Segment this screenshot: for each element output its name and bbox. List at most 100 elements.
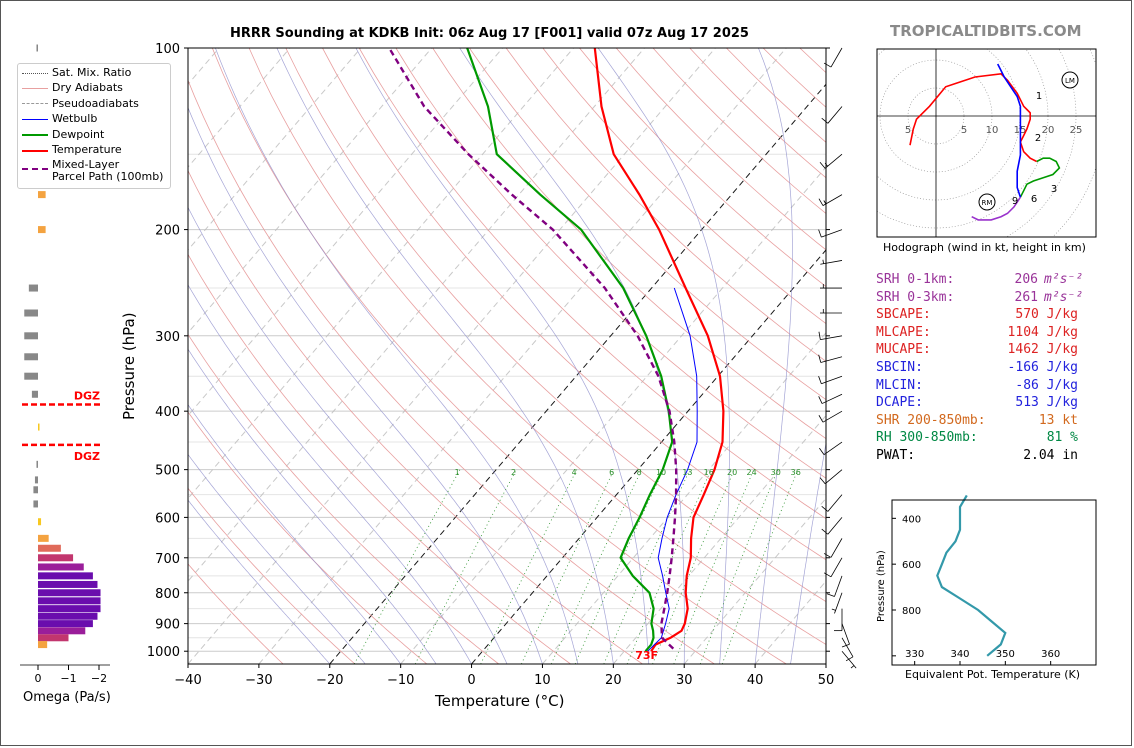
omega-bar	[38, 627, 86, 635]
hodograph-ring-label: 20	[1042, 125, 1055, 136]
isotherm-line	[188, 48, 645, 582]
dry-adiabat	[248, 48, 826, 645]
x-tick-label: 20	[605, 673, 622, 688]
index-value: 570 J/kg	[1015, 307, 1078, 323]
wind-barb-staff	[827, 494, 843, 512]
omega-bar	[38, 620, 93, 628]
wind-barb	[821, 517, 843, 535]
mixing-ratio-label: 8	[637, 468, 642, 477]
index-value: 513 J/kg	[1015, 395, 1078, 411]
omega-bar	[31, 390, 38, 398]
isotherm-line	[471, 249, 826, 664]
dry-adiabat	[358, 48, 826, 520]
dry-adiabat	[188, 487, 356, 664]
wind-barb-staff	[827, 106, 843, 124]
moist-adiabat	[188, 499, 331, 664]
omega-bar	[24, 353, 38, 361]
wind-barb	[841, 637, 854, 662]
series-line-wetbulb	[647, 287, 698, 652]
mixing-ratio-line	[721, 469, 799, 664]
theta-e-y-tick-label: 800	[902, 606, 921, 617]
dry-adiabat	[188, 169, 643, 664]
wind-barb-staff	[830, 47, 843, 68]
wind-barb-staff	[823, 441, 843, 455]
wind-barb-flag	[821, 506, 829, 512]
mixing-ratio-label: 6	[609, 468, 614, 477]
moist-adiabat	[188, 206, 508, 664]
y-tick-label: 200	[155, 224, 180, 239]
omega-bar	[38, 563, 84, 571]
y-tick-label: 400	[155, 405, 180, 420]
index-label: MUCAPE:	[876, 342, 931, 358]
skewt-plot-frame	[187, 47, 827, 665]
wind-barb-flag	[818, 376, 822, 384]
hodograph-height-label: 3	[1051, 184, 1057, 195]
omega-bar	[36, 460, 38, 468]
mixing-ratio-label: 16	[704, 468, 714, 477]
omega-x-tick-label: 0	[35, 672, 42, 685]
mixing-ratio-line	[574, 469, 664, 664]
x-tick-label: −40	[174, 673, 201, 688]
moist-adiabat	[188, 106, 543, 664]
mixing-ratio-label: 36	[791, 468, 801, 477]
omega-bar	[38, 554, 74, 562]
omega-x-tick-label: −1	[60, 672, 76, 685]
theta-e-line	[936, 494, 1007, 657]
moist-adiabat	[597, 48, 730, 664]
wind-barb-flag	[826, 593, 835, 597]
omega-bar	[38, 572, 93, 580]
wind-barb-staff	[830, 538, 843, 558]
mixing-ratio-label: 4	[572, 468, 577, 477]
moist-adiabat	[188, 453, 366, 664]
y-tick-label: 700	[155, 552, 180, 567]
storm-motion-marker	[978, 193, 996, 211]
omega-bar	[38, 641, 48, 649]
wind-barb	[831, 592, 843, 614]
legend-item-parcel: Mixed-Layer Parcel Path (100mb)	[52, 158, 164, 183]
isotherm-line	[683, 497, 826, 664]
legend-item-temperature: Temperature	[52, 143, 122, 156]
wind-barb-half-flag	[831, 608, 836, 611]
hodograph-ring-label: 5	[905, 125, 911, 136]
wind-barb-staff	[820, 356, 843, 363]
wind-barb-half-flag	[822, 259, 824, 264]
y-tick-label: 100	[155, 42, 180, 57]
index-label: MLCAPE:	[876, 324, 931, 340]
omega-bar	[34, 476, 38, 484]
wind-barb	[819, 153, 843, 169]
mixing-ratio-line	[521, 469, 615, 664]
theta-e-x-tick-label: 360	[1041, 649, 1060, 660]
legend-item-dewpoint: Dewpoint	[52, 128, 105, 141]
legend-item-wetbulb: Wetbulb	[52, 112, 98, 125]
wind-barb	[841, 650, 857, 669]
wind-barb-staff	[824, 469, 843, 485]
y-tick-label: 900	[155, 618, 180, 633]
wind-barb	[820, 259, 843, 265]
isotherm-line	[542, 331, 826, 664]
isotherm-line	[825, 663, 826, 664]
wind-barb-flag	[845, 656, 854, 662]
hodograph-height-label: 2	[1035, 133, 1041, 144]
legend: Sat. Mix. Ratio Dry Adiabats Pseudoadiab…	[17, 63, 171, 189]
wind-barb-flag	[823, 62, 832, 68]
legend-swatch-parcel	[22, 168, 48, 170]
isotherm-line	[188, 48, 504, 417]
hodograph-height-label: 6	[1031, 194, 1037, 205]
isotherm-line	[329, 83, 826, 664]
wind-barb	[823, 557, 843, 578]
hodograph-trace	[971, 196, 1022, 221]
omega-bar	[33, 486, 38, 494]
theta-e-x-label: Equivalent Pot. Temperature (K)	[905, 668, 1081, 681]
chart-title: HRRR Sounding at KDKB Init: 06z Aug 17 […	[230, 26, 749, 41]
mixing-ratio-line	[480, 469, 578, 664]
wind-barb-half-flag	[823, 200, 827, 205]
wind-barb	[819, 469, 843, 485]
index-label: RH 300-850mb:	[876, 430, 978, 446]
x-tick-label: −10	[387, 673, 414, 688]
omega-bar	[24, 372, 38, 380]
dry-adiabat	[542, 48, 826, 325]
wind-barb-flag	[818, 415, 824, 423]
omega-bar	[38, 612, 98, 620]
storm-motion-label: LM	[1065, 77, 1075, 85]
omega-x-tick-label: −2	[91, 672, 107, 685]
